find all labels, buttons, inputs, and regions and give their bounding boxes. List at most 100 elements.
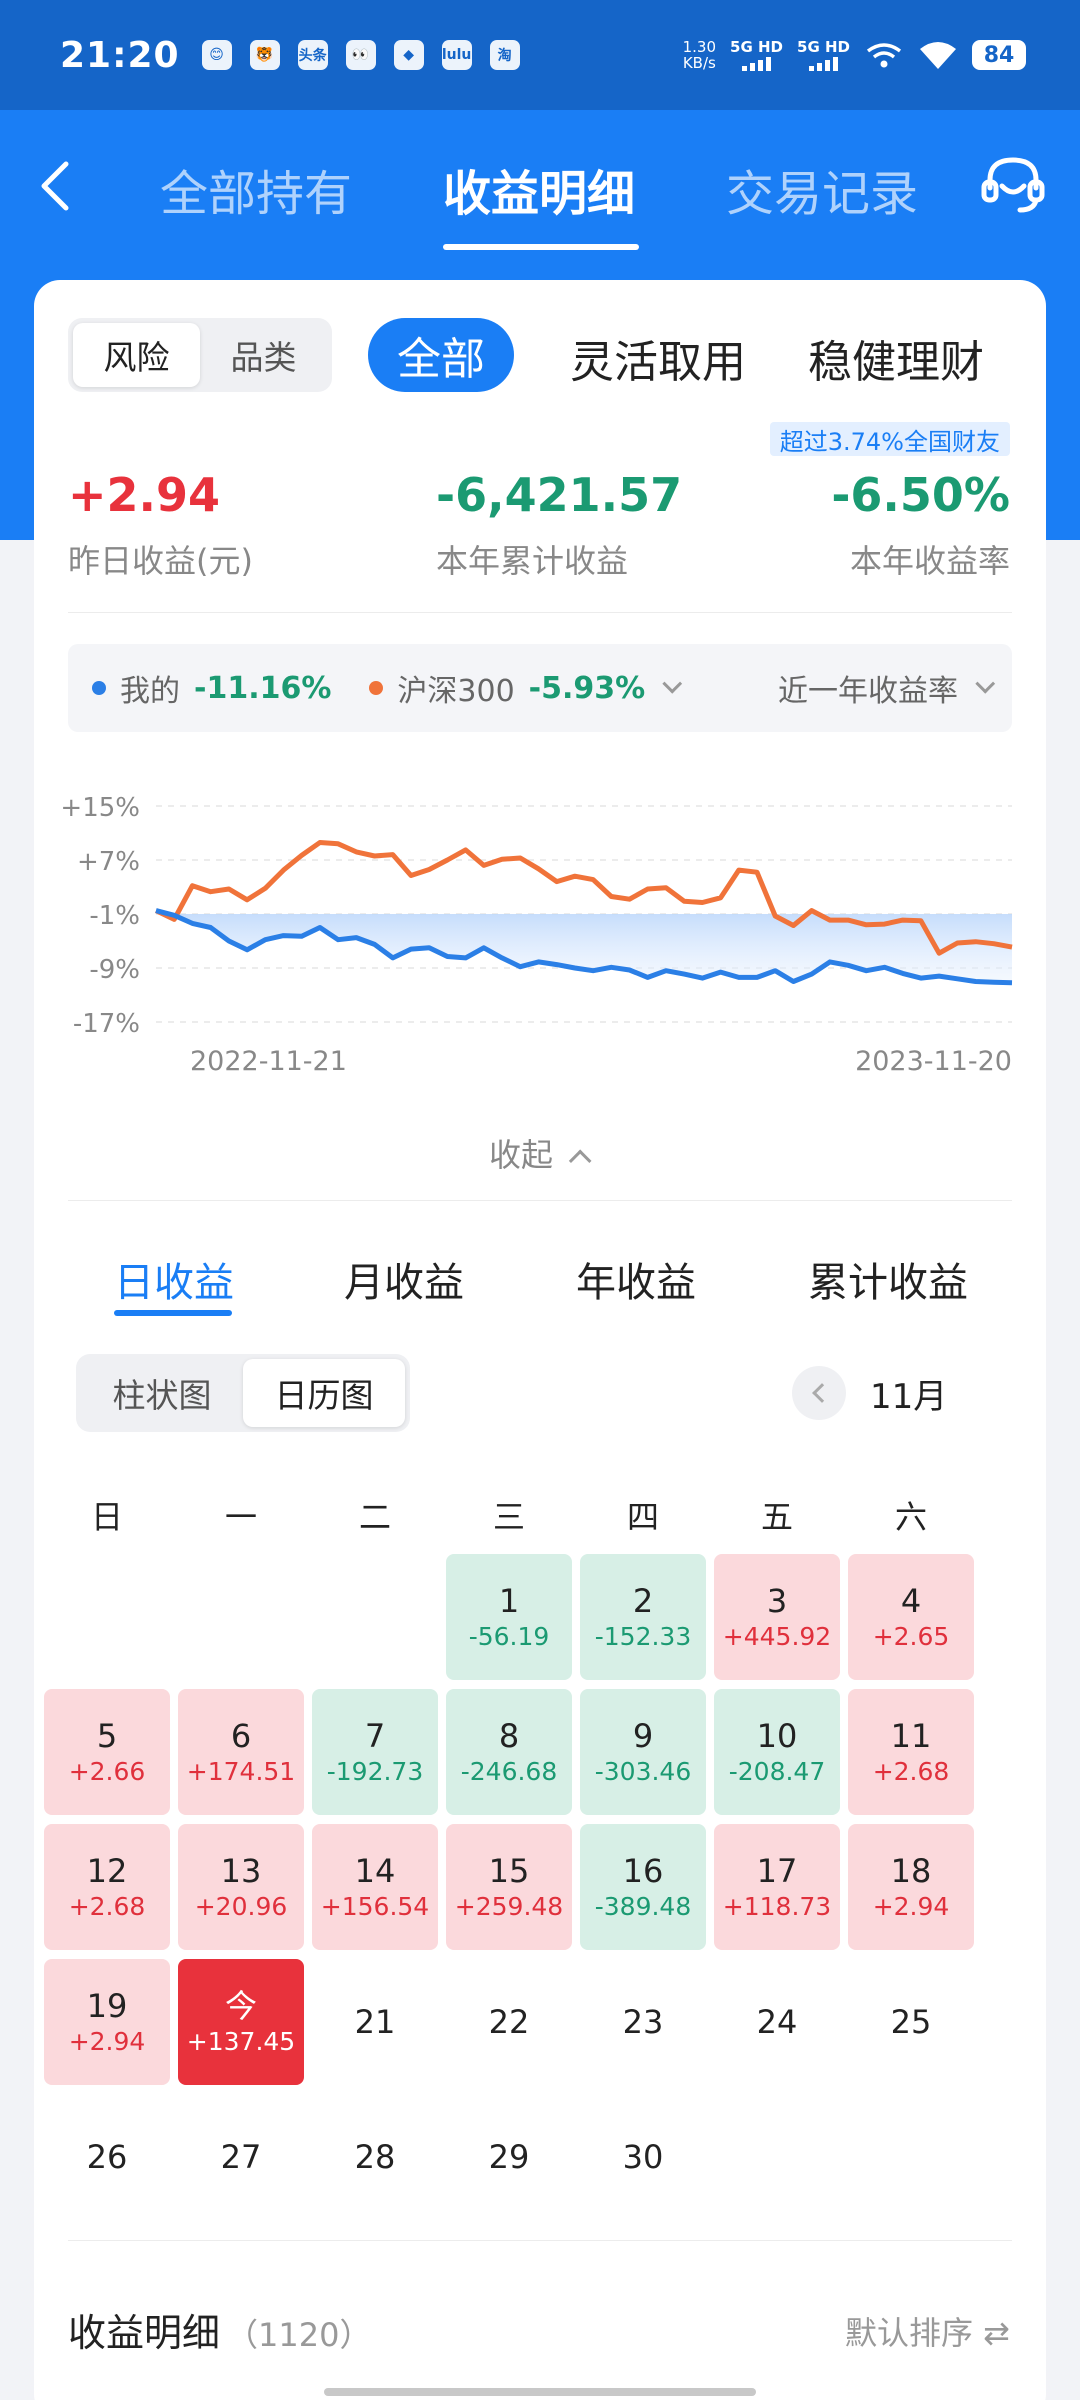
period-tab-indicator [114, 1310, 232, 1316]
prev-month-button[interactable] [792, 1366, 846, 1420]
yesterday-earnings-label: 昨日收益(元) [68, 542, 253, 580]
calendar-day[interactable]: 14 +156.54 [312, 1824, 438, 1950]
calendar-day[interactable]: 15 +259.48 [446, 1824, 572, 1950]
x-label-end: 2023-11-20 [855, 1046, 1012, 1077]
chevron-down-icon[interactable] [975, 673, 996, 694]
calendar-day-value: -208.47 [728, 1757, 826, 1786]
divider [68, 2240, 1012, 2241]
calendar-day[interactable]: 17 +118.73 [714, 1824, 840, 1950]
calendar-day[interactable]: 今 +137.45 [178, 1959, 304, 2085]
weekday-label: 一 [224, 1498, 257, 1536]
legend-benchmark-label[interactable]: 沪深300 [397, 674, 515, 709]
calendar-day-number: 6 [230, 1717, 252, 1755]
calendar-day-number: 3 [766, 1582, 788, 1620]
app-notification-icon: ◆ [393, 40, 424, 70]
calendar-day-value: +259.48 [454, 1892, 564, 1921]
sort-button[interactable]: 默认排序 ⇄ [845, 2314, 1010, 2352]
filter-stable[interactable]: 稳健理财 [808, 337, 984, 388]
calendar-day[interactable]: 29 [446, 2094, 572, 2220]
back-arrow-icon[interactable] [32, 150, 82, 220]
calendar-day[interactable]: 10 -208.47 [714, 1689, 840, 1815]
calendar-day[interactable]: 25 [848, 1959, 974, 2085]
tab-transactions[interactable]: 交易记录 [726, 166, 919, 222]
signal-icon: 5G HD [797, 39, 850, 71]
app-notification-icon: lulu [441, 40, 472, 70]
calendar-day[interactable]: 5 +2.66 [44, 1689, 170, 1815]
calendar-day[interactable]: 18 +2.94 [848, 1824, 974, 1950]
app-notification-icon: 😊 [201, 40, 232, 70]
calendar-day[interactable]: 24 [714, 1959, 840, 2085]
calendar-day-number: 16 [622, 1852, 664, 1890]
chevron-up-icon [568, 1149, 592, 1173]
calendar-day[interactable]: 16 -389.48 [580, 1824, 706, 1950]
tab-monthly[interactable]: 月收益 [344, 1260, 464, 1306]
customer-service-icon[interactable] [978, 150, 1048, 220]
calendar-day-number: 8 [498, 1717, 520, 1755]
tab-daily[interactable]: 日收益 [114, 1260, 234, 1306]
tab-cumulative[interactable]: 累计收益 [808, 1260, 968, 1306]
calendar-day[interactable]: 2 -152.33 [580, 1554, 706, 1680]
filter-flexible[interactable]: 灵活取用 [570, 337, 746, 388]
view-calendar[interactable]: 日历图 [243, 1359, 405, 1427]
calendar-day-number: 21 [354, 2003, 396, 2041]
chevron-left-icon [812, 1383, 832, 1403]
calendar-day-value: +2.68 [872, 1757, 950, 1786]
calendar-day[interactable]: 11 +2.68 [848, 1689, 974, 1815]
view-bar-chart[interactable]: 柱状图 [112, 1376, 212, 1415]
seg-category[interactable]: 品类 [230, 338, 297, 377]
filter-all[interactable]: 全部 [368, 318, 514, 392]
calendar-day[interactable]: 8 -246.68 [446, 1689, 572, 1815]
chevron-down-icon[interactable] [662, 673, 683, 694]
hotspot-icon [866, 43, 902, 68]
calendar-day[interactable]: 12 +2.68 [44, 1824, 170, 1950]
detail-count: （1120） [226, 2316, 372, 2354]
calendar-day-number: 11 [890, 1717, 932, 1755]
top-nav: 全部持有 收益明细 交易记录 [0, 110, 1080, 260]
y-tick-label: -9% [89, 955, 140, 985]
y-tick-label: +15% [60, 793, 140, 823]
calendar-day[interactable]: 19 +2.94 [44, 1959, 170, 2085]
main-card: 风险 品类 全部 灵活取用 稳健理财 超过3.74%全国财友 +2.94 昨日收… [34, 280, 1046, 2400]
ytd-earnings: -6,421.57 [436, 468, 683, 522]
weekday-label: 日 [90, 1498, 123, 1536]
divider [68, 612, 1012, 613]
collapse-toggle[interactable]: 收起 [34, 1130, 1046, 1176]
calendar-day[interactable]: 7 -192.73 [312, 1689, 438, 1815]
calendar-day[interactable]: 22 [446, 1959, 572, 2085]
calendar-day[interactable]: 27 [178, 2094, 304, 2220]
mine-dot-icon [92, 681, 106, 695]
calendar-day-number: 14 [354, 1852, 396, 1890]
calendar-day[interactable]: 3 +445.92 [714, 1554, 840, 1680]
calendar-day[interactable]: 26 [44, 2094, 170, 2220]
calendar-day[interactable]: 4 +2.65 [848, 1554, 974, 1680]
tab-holdings[interactable]: 全部持有 [160, 166, 353, 222]
chart-legend-bar: 我的 -11.16% 沪深300 -5.93% 近一年收益率 [68, 644, 1012, 732]
series-line [154, 840, 1013, 956]
calendar-day[interactable]: 23 [580, 1959, 706, 2085]
risk-category-toggle: 风险 品类 [68, 318, 332, 392]
period-selector[interactable]: 近一年收益率 [778, 674, 958, 709]
calendar-day[interactable]: 21 [312, 1959, 438, 2085]
calendar-day-value: +2.65 [872, 1622, 950, 1651]
calendar-day[interactable]: 9 -303.46 [580, 1689, 706, 1815]
app-notification-icon: 头条 [297, 40, 328, 70]
calendar-day-value: +2.66 [68, 1757, 146, 1786]
view-toggle: 柱状图 日历图 [76, 1354, 410, 1432]
status-bar: 21:20 😊 🐯 头条 👀 ◆ lulu 淘 1.30 KB/s 5G HD … [0, 0, 1080, 110]
app-notification-icon: 🐯 [249, 40, 280, 70]
calendar-day[interactable]: 30 [580, 2094, 706, 2220]
month-navigator: 11月 [792, 1366, 947, 1420]
tab-earnings-detail[interactable]: 收益明细 [443, 166, 636, 222]
calendar-day[interactable]: 6 +174.51 [178, 1689, 304, 1815]
seg-risk[interactable]: 风险 [73, 323, 200, 387]
calendar-day[interactable]: 13 +20.96 [178, 1824, 304, 1950]
signal-icon: 5G HD [730, 39, 783, 71]
calendar-day-value: -389.48 [594, 1892, 692, 1921]
calendar-day-number: 9 [632, 1717, 654, 1755]
calendar-day-number: 12 [86, 1852, 128, 1890]
calendar-day-value: +137.45 [186, 2027, 296, 2056]
calendar-day[interactable]: 28 [312, 2094, 438, 2220]
calendar-day-value: +156.54 [320, 1892, 430, 1921]
tab-yearly[interactable]: 年收益 [576, 1260, 696, 1306]
calendar-day[interactable]: 1 -56.19 [446, 1554, 572, 1680]
